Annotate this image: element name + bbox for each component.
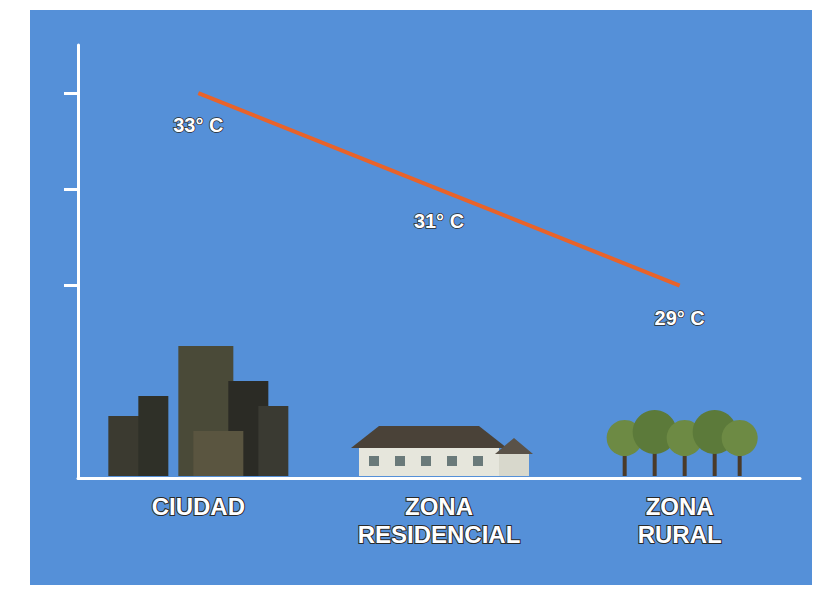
svg-text:31° C: 31° C bbox=[414, 210, 464, 232]
svg-text:33° C: 33° C bbox=[173, 114, 223, 136]
svg-text:ZONA: ZONA bbox=[405, 493, 473, 520]
svg-text:RESIDENCIAL: RESIDENCIAL bbox=[358, 521, 521, 548]
svg-text:RURAL: RURAL bbox=[638, 521, 722, 548]
svg-text:CIUDAD: CIUDAD bbox=[152, 493, 245, 520]
svg-text:ZONA: ZONA bbox=[646, 493, 714, 520]
svg-text:29° C: 29° C bbox=[655, 307, 705, 329]
